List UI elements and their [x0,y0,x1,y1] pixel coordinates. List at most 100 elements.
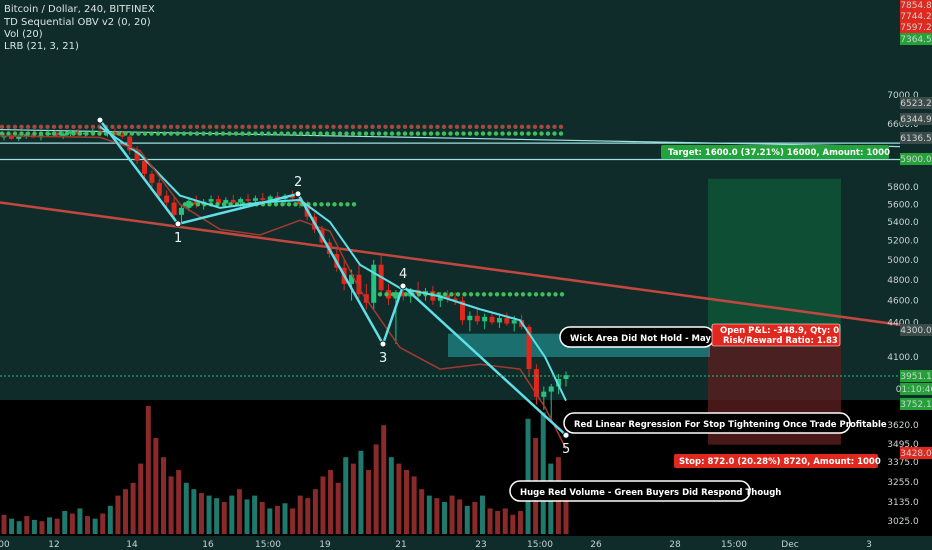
td-dot [246,124,252,129]
td-dot [97,131,102,136]
td-dot [435,124,440,129]
td-dot [441,131,447,136]
td-dot [474,124,479,129]
candle [482,313,488,330]
price-label-bg [900,0,932,11]
td-dot [422,131,427,136]
td-dot [441,124,447,129]
td-dot [215,202,220,207]
price-label-text: 7364.5 [900,35,932,45]
td-dot [214,131,219,136]
candle-body [393,292,399,299]
td-dot [559,292,565,297]
volume-bar [31,519,37,534]
price-label-text: 6136.5 [900,134,932,144]
td-dot [500,124,505,129]
td-dot [64,124,70,129]
price-label-bg [900,33,932,45]
td-dot [448,124,453,129]
y-tick-label: 5600.0 [887,200,919,210]
td-dot [181,124,187,129]
bubble-text: Huge Red Volume - Green Buyers Did Respo… [520,488,781,498]
td-dot [546,292,552,297]
candle [548,384,554,421]
candle-body [156,182,162,196]
td-dot [351,202,357,207]
wave-point [562,431,570,439]
stop-text: Stop: 872.0 (20.28%) 8720, Amount: 1000 [679,457,881,467]
regression-line [0,135,567,450]
candle-body [474,315,480,322]
td-dot [357,124,362,129]
volume-bar [366,470,372,534]
wave-point [399,282,407,290]
x-axis[interactable]: 00 12 14 16 15:00 19 21 23 15:00 26 28 15:00 Dec 3 [0,540,872,550]
volume-bar [115,495,121,534]
td-dot [532,131,538,136]
volume-bar [411,476,417,534]
td-dot [480,131,486,136]
candle [489,311,495,325]
td-dot [506,131,512,136]
price-label-bg [900,447,932,459]
candle-body [267,196,273,200]
td-dot [0,124,5,129]
td-dot [403,292,409,297]
candle-body [452,298,458,301]
td-dot [267,202,272,207]
td-dot [246,131,252,136]
price-label: 7597.2 [900,21,932,33]
td-dot [389,131,395,136]
candle [119,131,125,139]
volume-bar [328,470,334,534]
candle-body [119,135,125,137]
td-dot [422,124,427,129]
td-dot [279,124,284,129]
price-label-bg [900,132,932,144]
candle [371,259,377,310]
td-dot [272,124,278,129]
td-dot [527,292,532,297]
td-dot [344,124,349,129]
volume-bar [123,489,129,534]
td-dot [272,131,278,136]
td-dot [280,202,285,207]
wave-point [174,220,182,228]
td-dot [461,131,466,136]
volume-bar [373,444,379,534]
td-dot [501,292,506,297]
wave-label-4: 4 [399,267,407,282]
volume-bar [259,502,265,534]
volume-bar [39,521,45,534]
volume-bar [47,517,53,534]
candle [60,132,66,139]
x-tick-label: 23 [475,540,486,550]
td-dot [332,202,337,207]
y-tick-label: 3135.0 [887,498,919,508]
td-dot [149,124,154,129]
price-label-text: 4300.0 [900,326,932,336]
td-dot [168,124,174,129]
x-tick-label: 00 [0,540,10,550]
td-dot [155,124,161,129]
td-dot [123,131,128,136]
td-dot [116,124,122,129]
td-dot [90,131,96,136]
td-dot [442,292,448,297]
td-dot [540,292,545,297]
y-axis[interactable]: 7000.06600.05800.05600.05400.05200.05000… [887,91,919,527]
td-dot [493,124,499,129]
price-label-text: 6523.2 [900,99,932,109]
candle-body [496,317,502,323]
volume-bar [457,499,463,534]
x-tick-label: 12 [48,540,59,550]
volume-bar [540,412,546,534]
td-dot [513,124,518,129]
td-dot [370,131,375,136]
td-dot [383,131,388,136]
candle-body [526,326,532,370]
candle-body [489,316,495,323]
volume-bar [138,463,144,534]
